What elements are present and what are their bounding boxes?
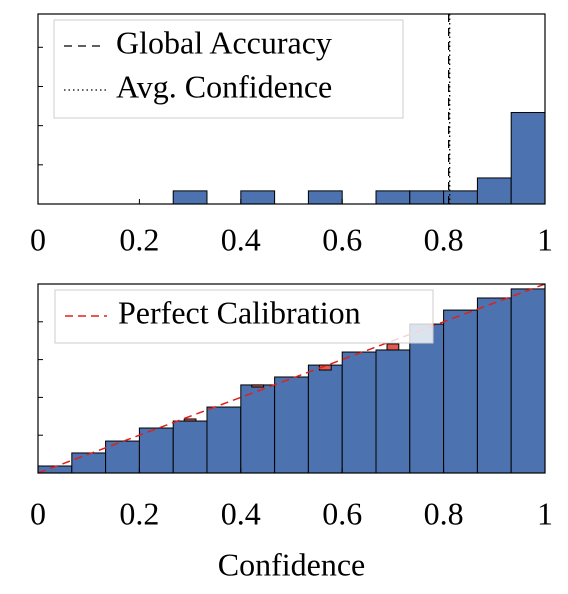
x-tick-label: 0.6 bbox=[322, 221, 362, 257]
bar bbox=[172, 420, 208, 474]
bar bbox=[510, 288, 546, 474]
gap bbox=[183, 418, 197, 422]
x-tick-label: 0.2 bbox=[119, 221, 159, 257]
plot-frame bbox=[37, 13, 546, 205]
x-tick-label: 0.4 bbox=[221, 495, 261, 531]
bar bbox=[307, 364, 343, 474]
bar bbox=[274, 376, 309, 474]
x-tick-label: 0 bbox=[30, 495, 46, 531]
bar bbox=[240, 190, 276, 205]
x-tick-label: 0.8 bbox=[424, 495, 464, 531]
gap bbox=[251, 384, 265, 388]
bar bbox=[240, 384, 276, 474]
legend-label: Global Accuracy bbox=[116, 24, 332, 60]
x-tick-label: 1 bbox=[537, 495, 553, 531]
bar bbox=[341, 351, 377, 474]
x-tick-label: 0.6 bbox=[322, 495, 362, 531]
bar bbox=[172, 190, 208, 205]
legend-label: Perfect Calibration bbox=[118, 294, 361, 330]
legend-box bbox=[54, 289, 434, 344]
bar bbox=[138, 427, 174, 474]
bar bbox=[443, 309, 478, 474]
bar bbox=[71, 452, 107, 474]
bar bbox=[206, 406, 242, 474]
bar bbox=[307, 190, 343, 205]
legend-label: Avg. Confidence bbox=[116, 68, 332, 104]
bar bbox=[476, 297, 512, 474]
bar bbox=[409, 323, 445, 474]
plot-frame bbox=[37, 283, 546, 474]
bar bbox=[476, 177, 512, 205]
bar bbox=[510, 112, 546, 205]
bar bbox=[375, 190, 411, 205]
x-tick-label: 1 bbox=[537, 221, 553, 257]
bar bbox=[105, 440, 140, 474]
legend-box bbox=[53, 19, 404, 119]
bar bbox=[409, 190, 445, 205]
x-tick-label: 0.4 bbox=[221, 221, 261, 257]
bar bbox=[375, 349, 411, 474]
gap bbox=[386, 343, 400, 351]
x-tick-label: 0 bbox=[30, 221, 46, 257]
x-axis-label: Confidence bbox=[218, 546, 366, 582]
x-tick-label: 0.2 bbox=[119, 495, 159, 531]
x-tick-label: 0.8 bbox=[424, 221, 464, 257]
